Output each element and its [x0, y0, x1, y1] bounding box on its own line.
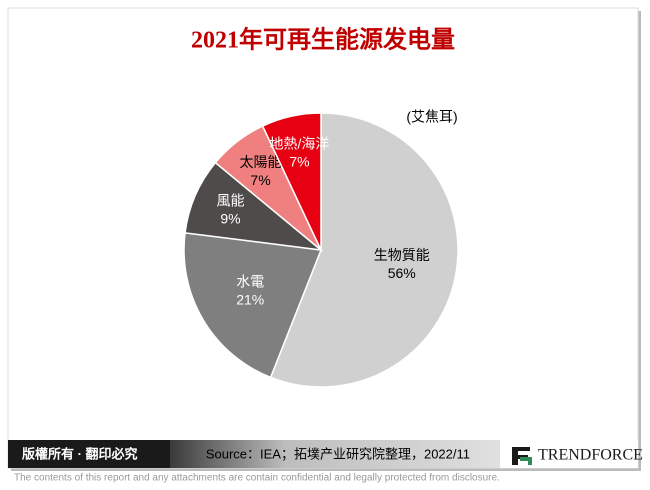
slice-label: 生物質能 — [374, 247, 430, 263]
brand-logo — [512, 447, 530, 465]
slice-value-label: 7% — [250, 172, 270, 188]
pie: 生物質能 56% 水電 21% 風能 9% 太陽能 7% 地熱/海洋 7% — [183, 112, 459, 388]
pie-slice — [261, 112, 322, 251]
slice-label: 水電 — [236, 274, 264, 290]
slice-label: 太陽能 — [240, 154, 282, 170]
slice-label: 地熱/海洋 — [270, 135, 330, 151]
slice-label: 風能 — [216, 193, 244, 209]
source: Source：IEA；拓墣产业研究院整理，2022/11 — [206, 446, 470, 462]
slice-value-label: 7% — [289, 153, 309, 169]
disclaimer: The contents of this report and any atta… — [14, 473, 500, 484]
chart-title: 2021年可再生能源发电量 — [191, 26, 455, 54]
brand: TRENDFORCE — [538, 447, 643, 464]
unit-label: (艾焦耳) — [406, 109, 457, 125]
brand-box — [500, 440, 638, 468]
pie-slice — [269, 112, 459, 388]
rights: 版權所有 · 翻印必究 — [22, 446, 138, 461]
slice-value-label: 21% — [236, 292, 264, 308]
pie-slice — [183, 231, 323, 379]
brand-logo-accent — [520, 457, 532, 465]
source-bar — [170, 440, 500, 468]
slice-value-label: 9% — [220, 211, 240, 227]
slice-value-label: 56% — [388, 265, 416, 281]
